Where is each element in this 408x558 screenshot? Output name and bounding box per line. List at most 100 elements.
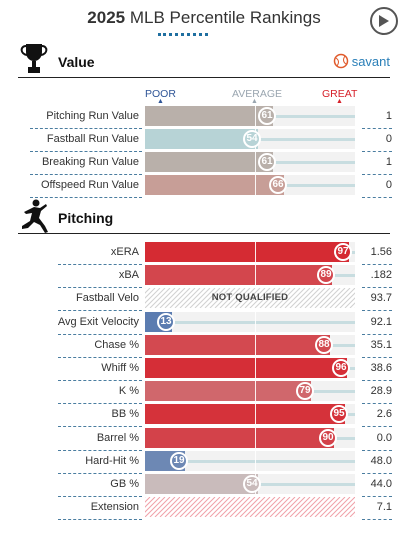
- row-value: 7.1: [376, 501, 392, 514]
- value-separator: [362, 287, 392, 289]
- average-line: [255, 175, 256, 195]
- percentile-rail: [258, 138, 355, 141]
- average-line: [255, 404, 256, 425]
- trophy-icon: [20, 44, 48, 73]
- row-label: Extension: [90, 501, 139, 514]
- row-separator: [30, 197, 142, 198]
- percentile-track: 61: [145, 152, 355, 172]
- row-value: 93.7: [370, 292, 392, 305]
- row-separator: [30, 151, 142, 152]
- percentile-row[interactable]: Barrel % 90 0.0: [0, 427, 408, 451]
- value-separator: [362, 356, 392, 358]
- average-line: [255, 152, 256, 172]
- row-label: Offspeed Run Value: [40, 179, 139, 191]
- row-value: 1: [385, 156, 392, 168]
- row-value: 44.0: [370, 478, 392, 490]
- percentile-rail: [273, 115, 355, 118]
- percentile-row[interactable]: Hard-Hit % 19 48.0: [0, 450, 408, 474]
- percentile-row[interactable]: BB % 95 2.6: [0, 404, 408, 428]
- row-value: 35.1: [370, 338, 392, 351]
- row-label: Hard-Hit %: [85, 454, 139, 467]
- percentile-bar: [145, 106, 273, 126]
- value-separator: [362, 403, 392, 405]
- percentile-rail: [273, 161, 355, 164]
- savant-logo[interactable]: savant: [333, 53, 390, 69]
- percentile-rail: [330, 343, 355, 347]
- percentile-row[interactable]: Avg Exit Velocity 13 92.1: [0, 311, 408, 335]
- value-separator: [362, 197, 392, 198]
- value-separator: [362, 496, 392, 497]
- row-separator: [58, 264, 142, 265]
- row-label: GB %: [110, 478, 139, 490]
- average-line: [255, 427, 256, 448]
- percentile-track: 89: [145, 265, 355, 286]
- row-label: Avg Exit Velocity: [57, 315, 139, 328]
- percentile-rail: [345, 413, 355, 417]
- average-line: [255, 106, 256, 126]
- percentile-rail: [284, 184, 355, 187]
- percentile-row[interactable]: Chase % 88 35.1: [0, 334, 408, 358]
- percentile-track: 13: [145, 311, 355, 332]
- row-separator: [58, 403, 142, 405]
- row-label: Pitching Run Value: [46, 110, 139, 122]
- row-value: 1: [385, 110, 392, 122]
- average-line: [255, 450, 256, 471]
- play-icon: [379, 15, 389, 27]
- not-qualified-label: NOT QUALIFIED: [211, 292, 289, 304]
- row-separator: [30, 128, 142, 129]
- percentile-row[interactable]: Offspeed Run Value 66 0: [0, 175, 408, 198]
- pitching-section-rule: [18, 233, 390, 234]
- row-separator: [58, 380, 142, 381]
- percentile-bar: [145, 334, 330, 355]
- unranked-hatch: [145, 497, 355, 518]
- value-separator: [362, 128, 392, 129]
- percentile-track: 97: [145, 242, 355, 262]
- row-value: 2.6: [376, 408, 392, 421]
- percentile-row[interactable]: Pitching Run Value 61 1: [0, 106, 408, 129]
- row-value: 28.9: [370, 385, 392, 398]
- percentile-track: 19: [145, 450, 355, 471]
- percentile-row[interactable]: Whiff % 96 38.6: [0, 358, 408, 381]
- percentile-row[interactable]: K % 79 28.9: [0, 381, 408, 405]
- row-separator: [30, 174, 142, 175]
- percentile-row[interactable]: GB % 54 44.0: [0, 474, 408, 497]
- percentile-badge: 54: [243, 475, 261, 493]
- scale-great-marker: ▲: [336, 98, 343, 105]
- percentile-badge: 19: [170, 451, 188, 470]
- row-label: xERA: [110, 246, 139, 258]
- value-separator: [362, 264, 392, 265]
- percentile-row[interactable]: xBA 89 .182: [0, 265, 408, 289]
- percentile-row[interactable]: xERA 97 1.56: [0, 242, 408, 265]
- value-separator: [362, 449, 392, 451]
- value-separator: [362, 174, 392, 175]
- percentile-row[interactable]: Fastball Velo NOT QUALIFIED 93.7: [0, 288, 408, 312]
- percentile-track: [145, 497, 355, 518]
- percentile-rail: [349, 251, 355, 254]
- savant-logo-text: savant: [351, 53, 390, 69]
- row-separator: [58, 356, 142, 358]
- value-separator: [362, 380, 392, 381]
- value-separator: [362, 519, 392, 521]
- scale-great-label: GREAT: [322, 88, 358, 100]
- play-button[interactable]: [370, 7, 398, 35]
- row-label: Fastball Run Value: [46, 133, 139, 145]
- scale-average-marker: ▲: [251, 98, 258, 105]
- percentile-badge: 95: [330, 405, 348, 424]
- percentile-row[interactable]: Fastball Run Value 54 0: [0, 129, 408, 152]
- value-section-header: Value savant: [18, 42, 390, 76]
- scale-labels: POOR ▲ AVERAGE ▲ GREAT ▲: [0, 88, 408, 105]
- row-separator: [58, 426, 142, 428]
- percentile-badge: 54: [243, 130, 261, 148]
- average-line: [255, 358, 256, 378]
- percentile-bar: [145, 242, 349, 262]
- row-value: 38.6: [370, 362, 392, 374]
- row-separator: [58, 333, 142, 335]
- percentile-badge: 89: [317, 266, 335, 285]
- average-line: [255, 242, 256, 262]
- percentile-row[interactable]: Breaking Run Value 61 1: [0, 152, 408, 175]
- percentile-row[interactable]: Extension 7.1: [0, 497, 408, 521]
- percentile-bar: [145, 404, 345, 425]
- row-label: xBA: [118, 269, 139, 282]
- row-separator: [58, 310, 142, 312]
- row-label: K %: [118, 385, 139, 398]
